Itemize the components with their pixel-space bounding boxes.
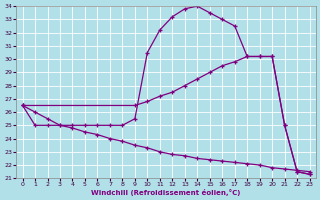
X-axis label: Windchill (Refroidissement éolien,°C): Windchill (Refroidissement éolien,°C) (92, 189, 241, 196)
